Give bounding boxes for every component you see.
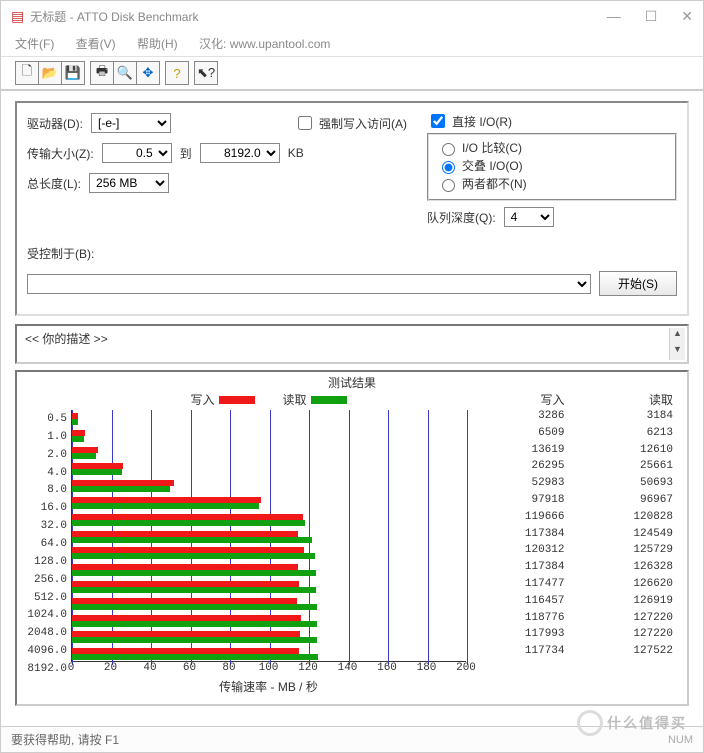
legend-read-swatch xyxy=(311,396,347,404)
description-scrollbar[interactable]: ▲▼ xyxy=(669,328,685,360)
controlled-by-label: 受控制于(B): xyxy=(27,245,94,262)
chart-title: 测试结果 xyxy=(21,374,683,391)
read-column: 3184621312610256615069396967120828124549… xyxy=(575,410,684,678)
direct-io-checkbox[interactable] xyxy=(431,114,445,128)
maximize-button[interactable]: ☐ xyxy=(645,8,658,25)
y-axis-labels: 0.51.02.04.08.016.032.064.0128.0256.0512… xyxy=(21,410,71,678)
titlebar[interactable]: ▤ 无标题 - ATTO Disk Benchmark — ☐ ✕ xyxy=(1,1,703,31)
kb-label: KB xyxy=(288,146,304,160)
start-button[interactable]: 开始(S) xyxy=(599,271,677,296)
minimize-button[interactable]: — xyxy=(607,8,621,25)
transfer-label: 传输大小(Z): xyxy=(27,145,94,162)
toolbar-open-icon[interactable]: 📂 xyxy=(38,61,62,85)
toolbar: 🗋 📂 💾 🖶 🔍 ✥ ? ⬉? xyxy=(1,57,703,91)
menu-translator: 汉化: www.upantool.com xyxy=(199,37,330,51)
direct-io-label: 直接 I/O(R) xyxy=(452,113,512,130)
io-compare-radio[interactable] xyxy=(442,143,455,156)
description-box[interactable]: << 你的描述 >> ▲▼ xyxy=(15,324,689,364)
neither-radio[interactable] xyxy=(442,179,455,192)
toolbar-preview-icon[interactable]: 🔍 xyxy=(113,61,137,85)
write-column: 3286650913619262955298397918119666117384… xyxy=(466,410,575,678)
toolbar-new-icon[interactable]: 🗋 xyxy=(15,61,39,85)
transfer-min-select[interactable]: 0.5 xyxy=(102,143,172,163)
window-title: 无标题 - ATTO Disk Benchmark xyxy=(30,8,198,25)
status-text: 要获得帮助, 请按 F1 xyxy=(11,731,119,748)
menu-help[interactable]: 帮助(H) xyxy=(137,37,178,51)
overlap-io-radio[interactable] xyxy=(442,161,455,174)
legend-read-label: 读取 xyxy=(283,391,307,408)
menu-view[interactable]: 查看(V) xyxy=(76,37,116,51)
length-label: 总长度(L): xyxy=(27,175,81,192)
force-write-label: 强制写入访问(A) xyxy=(319,115,407,132)
data-table: 3286650913619262955298397918119666117384… xyxy=(466,410,683,678)
description-text: << 你的描述 >> xyxy=(25,332,108,346)
toolbar-move-icon[interactable]: ✥ xyxy=(136,61,160,85)
x-axis-ticks: 020406080100120140160180200 xyxy=(71,662,466,676)
drive-select[interactable]: [-e-] xyxy=(91,113,171,133)
menu-file[interactable]: 文件(F) xyxy=(15,37,54,51)
settings-group: 驱动器(D): [-e-] 强制写入访问(A) 传输大小(Z): 0.5 到 8… xyxy=(15,101,689,316)
col-read-header: 读取 xyxy=(575,391,684,410)
toolbar-help-icon[interactable]: ? xyxy=(165,61,189,85)
legend-write-swatch xyxy=(219,396,255,404)
drive-label: 驱动器(D): xyxy=(27,115,83,132)
toolbar-print-icon[interactable]: 🖶 xyxy=(90,61,114,85)
force-write-checkbox[interactable] xyxy=(298,116,312,130)
queue-depth-label: 队列深度(Q): xyxy=(427,209,496,226)
statusbar: 要获得帮助, 请按 F1 NUM xyxy=(1,726,703,752)
content-area: 驱动器(D): [-e-] 强制写入访问(A) 传输大小(Z): 0.5 到 8… xyxy=(1,91,703,726)
io-mode-group: I/O 比较(C) 交叠 I/O(O) 两者都不(N) xyxy=(427,133,677,201)
menubar: 文件(F) 查看(V) 帮助(H) 汉化: www.upantool.com xyxy=(1,31,703,57)
results-chart: 测试结果 写入 读取 写入 读取 0.51.02.04.08.016.032.0… xyxy=(15,370,689,706)
col-write-header: 写入 xyxy=(466,391,575,410)
length-select[interactable]: 256 MB xyxy=(89,173,169,193)
legend-write-label: 写入 xyxy=(190,391,214,408)
toolbar-save-icon[interactable]: 💾 xyxy=(61,61,85,85)
status-num: NUM xyxy=(668,734,693,746)
close-button[interactable]: ✕ xyxy=(681,8,693,25)
app-icon: ▤ xyxy=(11,8,24,25)
queue-depth-select[interactable]: 4 xyxy=(504,207,554,227)
chart-bars-area xyxy=(71,410,466,662)
transfer-max-select[interactable]: 8192.0 xyxy=(200,143,280,163)
toolbar-whatsthis-icon[interactable]: ⬉? xyxy=(194,61,218,85)
controlled-by-select[interactable] xyxy=(27,274,591,294)
x-axis-label: 传输速率 - MB / 秒 xyxy=(71,678,466,695)
app-window: ▤ 无标题 - ATTO Disk Benchmark — ☐ ✕ 文件(F) … xyxy=(0,0,704,753)
to-label: 到 xyxy=(180,145,192,162)
chart-body: 0.51.02.04.08.016.032.064.0128.0256.0512… xyxy=(21,410,683,678)
